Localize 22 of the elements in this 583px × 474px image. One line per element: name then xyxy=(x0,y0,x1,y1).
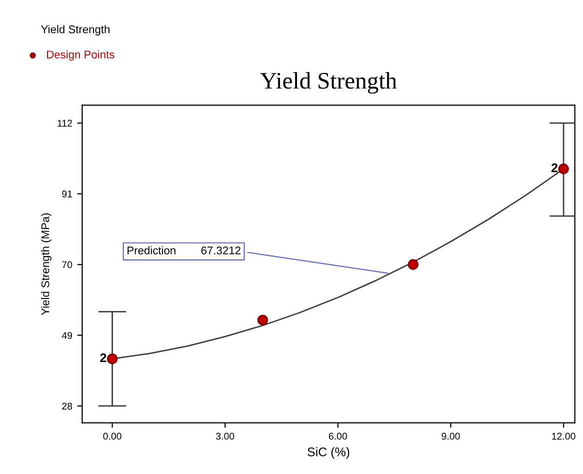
point xyxy=(408,259,418,270)
y-tick-label: 91 xyxy=(62,190,72,198)
y-tick-label: 70 xyxy=(62,261,72,268)
annotation: Prediction 67.3212 xyxy=(128,246,240,254)
x-tick-label: 0.00 xyxy=(103,432,122,440)
y-tick-label: 49 xyxy=(62,332,72,339)
point xyxy=(558,164,569,174)
x-tick-label: 6.00 xyxy=(328,432,348,440)
text: Yield Strength xyxy=(41,25,110,36)
x-tick-label: 12.00 xyxy=(552,432,576,440)
x-tick-label: 9.00 xyxy=(442,432,460,440)
point xyxy=(106,353,118,364)
legend-label: Design Points xyxy=(47,50,114,61)
chart-title: Yield Strength xyxy=(260,72,397,94)
annotation: 2 xyxy=(100,353,106,362)
y-axis-title: Yield Strength (MPa) xyxy=(41,213,52,316)
y-tick-label: 28 xyxy=(62,402,72,410)
x-tick-label: 3.00 xyxy=(216,432,234,440)
x-axis-title: SiC (%) xyxy=(308,447,350,459)
annotation: 2 xyxy=(551,163,558,172)
point xyxy=(257,314,268,326)
y-tick-label: 112 xyxy=(58,120,72,127)
